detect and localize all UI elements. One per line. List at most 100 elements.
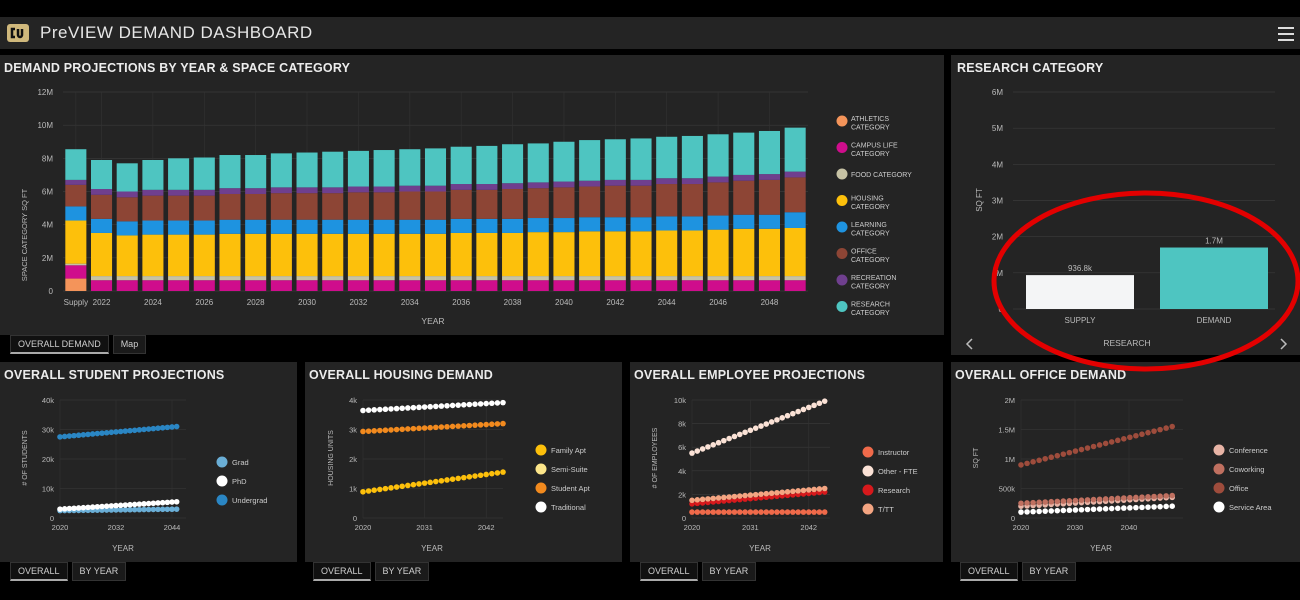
- data-point-other-fte: [790, 410, 796, 417]
- bar-segment-food: [168, 276, 190, 281]
- scroll-left-icon[interactable]: [965, 338, 973, 350]
- tab-overall[interactable]: OVERALL: [960, 562, 1018, 581]
- legend-label: Conference: [1229, 446, 1268, 455]
- legend-label: OFFICE: [851, 249, 877, 256]
- y-tick-label: 0: [353, 514, 357, 523]
- data-point-service-area: [1042, 508, 1048, 514]
- data-point-student-apt: [421, 425, 428, 431]
- bar-segment-recreation: [450, 184, 472, 190]
- y-tick-label: 3M: [992, 197, 1003, 206]
- bar-segment-food: [270, 276, 292, 281]
- bar-segment-learning: [65, 206, 87, 221]
- y-tick-label: 2M: [42, 254, 53, 263]
- tab-map[interactable]: Map: [112, 335, 147, 354]
- data-point-family-apt: [461, 474, 467, 481]
- tab-overall[interactable]: OVERALL: [640, 562, 698, 581]
- x-tick-label: 2024: [144, 298, 162, 307]
- bar-segment-housing: [579, 231, 601, 277]
- housing-demand-chart[interactable]: 0 1k 2k 3k 4k 2020 2031 2042 Family Apt Semi-Suit…: [305, 362, 622, 562]
- bar-segment-recreation: [347, 186, 369, 193]
- bar-segment-research: [527, 143, 549, 183]
- bar-segment-campus-life: [399, 280, 421, 291]
- bar-segment-learning: [270, 219, 292, 234]
- bar-segment-research: [656, 136, 678, 179]
- legend-label: Undergrad: [232, 496, 267, 505]
- legend-swatch: [862, 446, 874, 458]
- student-projections-chart[interactable]: 0 10k 20k 30k 40k 2020 2032 2044 Grad PhD Undergra…: [0, 362, 297, 562]
- bar-segment-recreation: [270, 187, 292, 194]
- employee-projections-chart[interactable]: 0 2k 4k 6k 8k 10k 2020 2031 2042 Instructor Other …: [630, 362, 943, 562]
- bar-segment-office: [681, 184, 703, 217]
- legend-label: CATEGORY: [851, 231, 890, 238]
- hamburger-icon[interactable]: [1278, 23, 1294, 43]
- bar-segment-food: [296, 276, 318, 281]
- legend-swatch-housing: [836, 195, 848, 206]
- data-point-traditional: [466, 401, 473, 408]
- bar-segment-office: [296, 193, 318, 220]
- data-point-grad: [155, 506, 161, 513]
- office-demand-chart[interactable]: 0 500k 1M 1.5M 2M 2020 2030 2040 Conference Cowor…: [951, 362, 1300, 562]
- data-point-undergrad: [136, 427, 143, 433]
- data-point-phd: [108, 503, 115, 509]
- y-tick-label: 4k: [349, 396, 357, 405]
- legend-swatch: [216, 475, 228, 487]
- x-tick-label: SUPPLY: [1065, 316, 1097, 325]
- legend-swatch-campus-life: [836, 142, 848, 153]
- data-point-instructor: [689, 509, 695, 515]
- bar-segment-campus-life: [116, 280, 138, 291]
- bar-segment-food: [450, 276, 472, 281]
- office-tabs: OVERALL BY YEAR: [960, 562, 1077, 581]
- legend-label: CATEGORY: [851, 125, 890, 132]
- demand-projections-chart[interactable]: 0 2M 4M 6M 8M 10M 12M Supply 2022 2024 2026 2028 203…: [0, 55, 944, 335]
- data-point-other-fte: [768, 419, 775, 425]
- y-tick-label: 10k: [42, 485, 54, 494]
- data-point-undergrad: [71, 432, 77, 439]
- y-tick-label: 20k: [42, 455, 54, 464]
- x-tick-label: 2040: [555, 298, 573, 307]
- tab-by-year[interactable]: BY YEAR: [374, 562, 430, 581]
- bar-segment-housing: [733, 228, 755, 277]
- data-point-phd: [164, 499, 171, 506]
- tab-overall-demand[interactable]: OVERALL DEMAND: [10, 335, 109, 354]
- tab-by-year[interactable]: BY YEAR: [71, 562, 127, 581]
- tab-overall[interactable]: OVERALL: [313, 562, 371, 581]
- bar-segment-recreation: [502, 183, 524, 190]
- bar-segment-housing: [193, 234, 215, 277]
- data-point-other-fte: [721, 437, 727, 444]
- bar-segment-food: [604, 276, 626, 281]
- data-point-family-apt: [466, 474, 473, 480]
- legend-label: CATEGORY: [851, 257, 890, 264]
- data-point-family-apt: [477, 472, 484, 479]
- data-point-t-tt: [811, 486, 817, 493]
- data-point-other-fte: [779, 414, 786, 421]
- data-point-coworking: [1108, 495, 1115, 502]
- data-point-t-tt: [763, 490, 770, 497]
- data-point-phd: [169, 499, 175, 505]
- y-tick-label: 10k: [674, 396, 686, 405]
- data-point-traditional: [365, 407, 372, 413]
- data-point-undergrad: [113, 429, 119, 435]
- bar-segment-food: [630, 276, 652, 281]
- data-point-coworking: [1090, 496, 1097, 503]
- legend-swatch: [216, 494, 228, 506]
- data-point-family-apt: [377, 486, 383, 493]
- bar-segment-campus-life: [733, 280, 755, 291]
- tab-by-year[interactable]: BY YEAR: [1021, 562, 1077, 581]
- research-category-chart[interactable]: 0 1M 2M 3M 4M 5M 6M 936.8k SUPPLY 1.7M DEMAND SQ F…: [951, 55, 1300, 355]
- bar-segment-campus-life: [502, 280, 524, 291]
- tab-by-year[interactable]: BY YEAR: [701, 562, 757, 581]
- data-point-coworking: [1066, 497, 1073, 504]
- data-point-student-apt: [466, 422, 473, 429]
- data-point-coworking: [1151, 493, 1157, 500]
- data-point-phd: [66, 505, 73, 512]
- cu-logo-icon[interactable]: [6, 21, 30, 45]
- data-point-instructor: [694, 509, 701, 515]
- data-label: 936.8k: [1068, 264, 1093, 273]
- data-point-instructor: [805, 509, 812, 515]
- data-point-student-apt: [500, 420, 506, 427]
- scroll-right-icon[interactable]: [1280, 338, 1288, 350]
- data-point-phd: [113, 502, 119, 509]
- data-point-t-tt: [784, 489, 791, 495]
- tab-overall[interactable]: OVERALL: [10, 562, 68, 581]
- data-point-student-apt: [444, 423, 450, 430]
